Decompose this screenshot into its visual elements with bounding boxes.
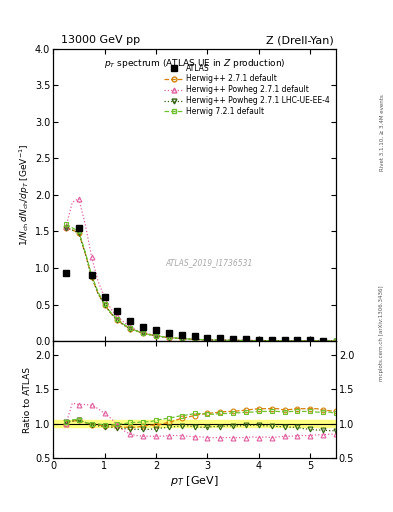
- Y-axis label: Ratio to ATLAS: Ratio to ATLAS: [23, 367, 32, 433]
- Y-axis label: $1/N_\mathrm{ch}\,dN_\mathrm{ch}/dp_T\;[\mathrm{GeV}^{-1}]$: $1/N_\mathrm{ch}\,dN_\mathrm{ch}/dp_T\;[…: [18, 144, 32, 246]
- Text: Rivet 3.1.10, ≥ 3.4M events: Rivet 3.1.10, ≥ 3.4M events: [380, 95, 384, 172]
- Text: 13000 GeV pp: 13000 GeV pp: [61, 35, 140, 45]
- Text: mcplots.cern.ch [arXiv:1306.3436]: mcplots.cern.ch [arXiv:1306.3436]: [380, 285, 384, 380]
- Legend: ATLAS, Herwig++ 2.7.1 default, Herwig++ Powheg 2.7.1 default, Herwig++ Powheg 2.: ATLAS, Herwig++ 2.7.1 default, Herwig++ …: [162, 61, 332, 118]
- Text: $p_T$ spectrum (ATLAS UE in $Z$ production): $p_T$ spectrum (ATLAS UE in $Z$ producti…: [104, 57, 285, 71]
- Text: Z (Drell-Yan): Z (Drell-Yan): [266, 35, 333, 45]
- Text: ATLAS_2019_I1736531: ATLAS_2019_I1736531: [165, 258, 252, 267]
- X-axis label: $p_T$ [GeV]: $p_T$ [GeV]: [170, 474, 219, 488]
